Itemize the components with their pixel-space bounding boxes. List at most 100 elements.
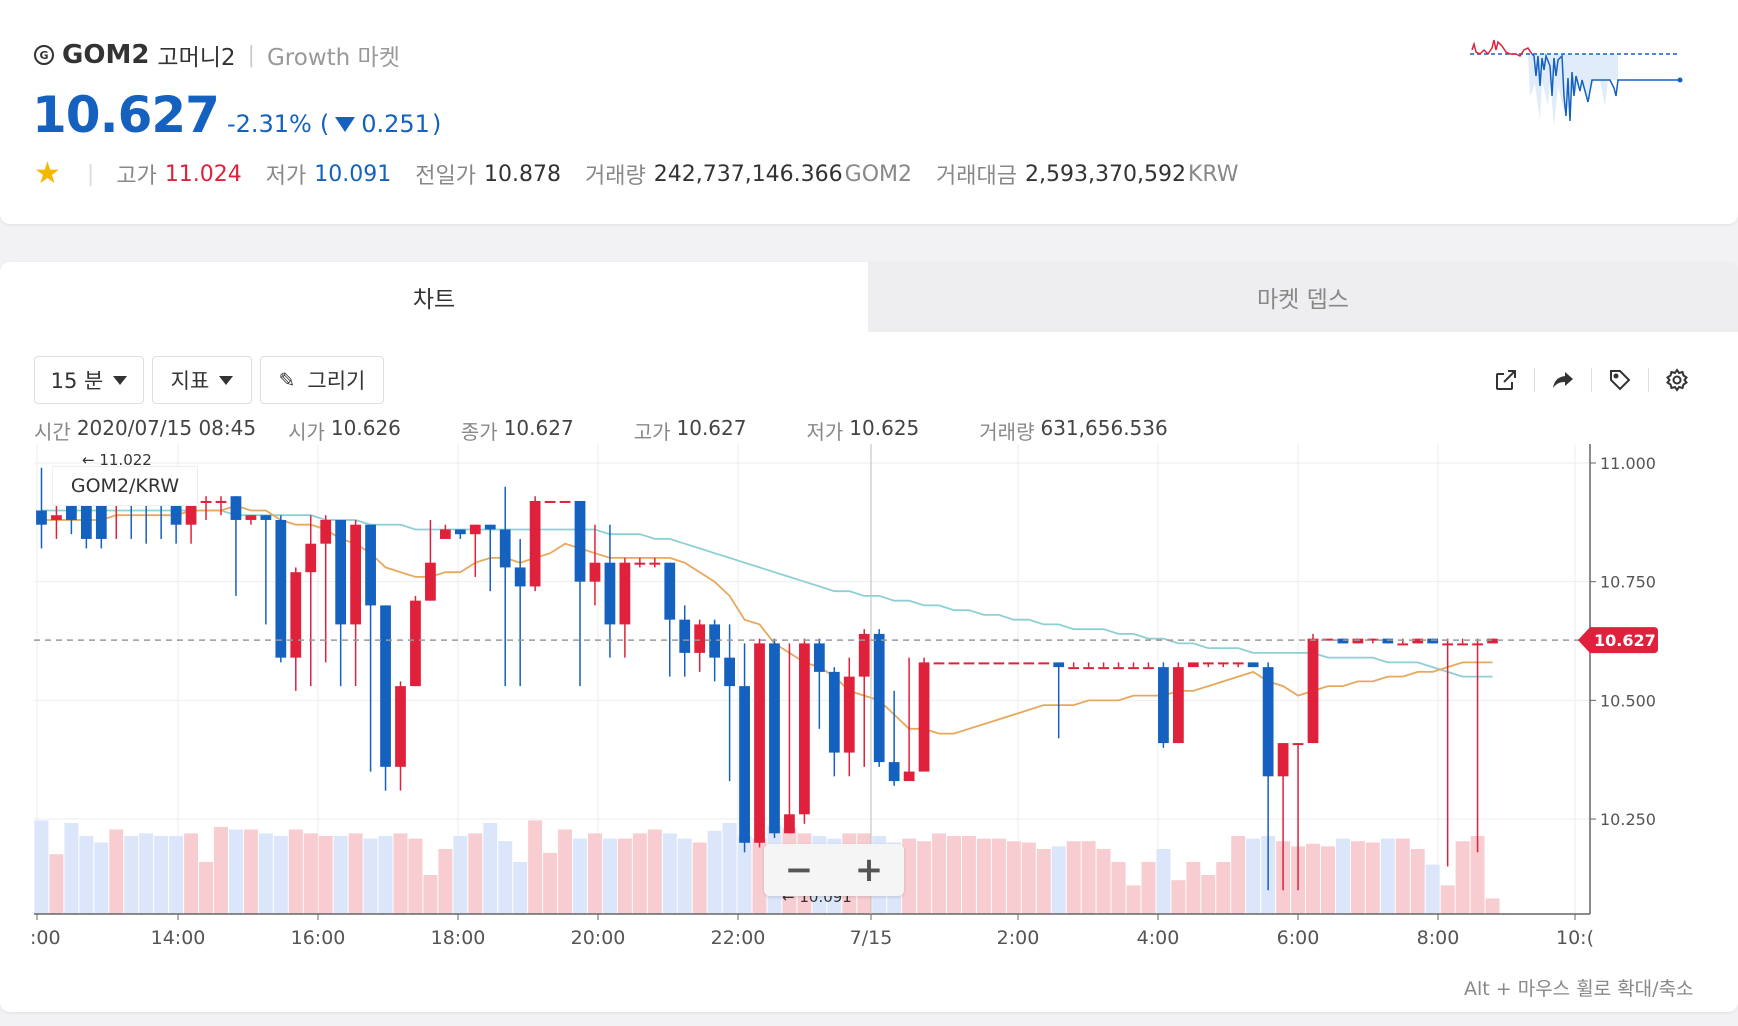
volume-bar [498,841,513,914]
x-tick-label: 14:00 [151,927,206,949]
candle-body [66,505,77,520]
amount-value: 2,593,370,592 [1024,161,1186,187]
price-row: 10.627 -2.31% ( 0.251 ) [32,86,441,144]
candle-body [978,662,990,665]
current-price-tag: 10.627 [1578,627,1658,654]
ohlc-volume-label: 거래량 [979,420,1035,444]
ohlc-low-label: 저가 [806,420,844,444]
volume-bar [1201,875,1216,914]
draw-button[interactable]: ✎ 그리기 [260,356,384,404]
candle-body [1307,638,1319,744]
volume-bar [1425,864,1440,914]
interval-label: 15 분 [50,369,104,393]
ticker-symbol: GOM2 [62,40,150,70]
candle-body [724,657,735,687]
volume-value: 242,737,146.366 [653,161,843,187]
volume-bar [109,829,124,914]
volume-bar [483,823,498,914]
amount-label: 거래대금 [936,164,1017,189]
volume-bar [154,836,169,914]
x-tick-label: 8:00 [1417,927,1460,949]
volume-bar [363,838,378,914]
favorite-star-icon[interactable]: ★ [34,156,61,191]
candle-body [1083,667,1095,670]
tab-market-depth[interactable]: 마켓 뎁스 [868,262,1738,332]
candle-body [439,529,451,539]
volume-bar [632,833,647,914]
candle-body [679,619,691,653]
candle-body [918,662,930,772]
volume-bar [722,823,737,914]
candle-body [1382,638,1394,644]
external-link-icon[interactable] [1486,360,1526,400]
chart-right-tools [1486,360,1697,400]
candle-body [1053,662,1065,668]
x-tick-label: :00 [30,927,61,949]
ticker-header: G GOM2 고머니2 | Growth 마켓 10.627 -2.31% ( … [0,0,1738,224]
change-absolute: 0.251 [361,110,430,138]
price-markers: ← 11.022 ← 10.091 10.627 [34,451,1658,906]
candle-body [1487,638,1498,644]
share-icon[interactable] [1543,360,1583,400]
indicator-dropdown[interactable]: 지표 [152,356,252,404]
volume-bar [1096,849,1111,914]
change-open-paren: ( [319,110,330,138]
current-price-tag-label: 10.627 [1594,631,1656,650]
volume-bar [737,836,752,914]
volume-bar [453,836,468,914]
zoom-in-button[interactable]: + [854,850,884,890]
amount-unit: KRW [1187,161,1239,187]
interval-dropdown[interactable]: 15 분 [34,356,144,404]
volume-bar [573,838,587,914]
tool-divider [1534,368,1535,392]
candle-body [275,519,287,658]
chart-panel: 차트 마켓 뎁스 15 분 지표 ✎ 그리기 [0,262,1738,1012]
candle-body [604,562,616,625]
x-tick-label: 6:00 [1277,927,1320,949]
volume-bar [243,829,258,914]
zoom-out-button[interactable]: − [784,850,814,890]
tag-icon[interactable] [1600,360,1640,400]
gear-icon[interactable] [1657,360,1697,400]
chevron-down-icon [219,375,234,385]
chart-tabs: 차트 마켓 뎁스 [0,262,1738,332]
candle-body [1068,667,1080,670]
volume-bar [1066,841,1081,914]
volume-bar [1455,841,1470,914]
candle-body [36,510,47,525]
zoom-control: − + [764,844,904,896]
candle-body [1442,643,1454,646]
volume-unit: GOM2 [844,161,913,187]
candle-body [1143,667,1154,670]
current-price-tag-shape [1578,627,1658,654]
candle-body [1427,638,1439,644]
volume-bar [617,838,632,914]
volume-bar [1320,846,1335,914]
volume-bar [1485,898,1500,914]
candle-body [1023,662,1035,665]
volume-bar [1141,862,1156,914]
ma-short-line [41,504,1493,735]
candle-body [888,762,900,782]
high-value: 11.024 [164,161,242,187]
candle-body [1367,638,1379,641]
volume-bar [1216,862,1231,914]
x-tick-label: 16:00 [291,927,346,949]
candle-body [1172,667,1184,744]
ohlc-high-label: 고가 [633,420,671,444]
ohlc-time-value: 2020/07/15 08:45 [76,416,257,440]
low-label: 저가 [265,164,307,189]
candle-body [828,671,840,753]
candle-body [559,500,571,503]
volume-bar [393,833,408,914]
candle-body [544,500,556,503]
candle-body [843,676,855,753]
candle-body [649,562,661,565]
high-marker-label: ← 11.022 [82,451,152,469]
volume-bar [348,833,363,914]
volume-bar [288,829,303,914]
volume-bar [79,836,94,914]
tab-chart[interactable]: 차트 [0,262,868,332]
candle-body [395,686,406,767]
candle-body [858,633,870,677]
